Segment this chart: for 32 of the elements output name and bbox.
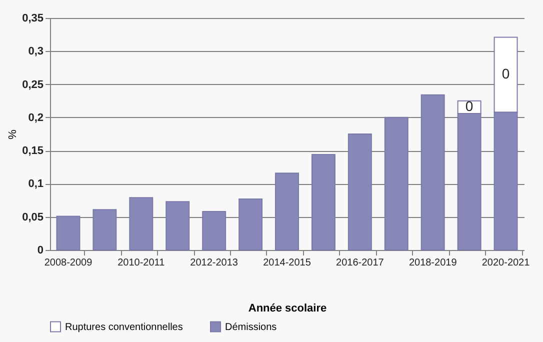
- x-tick-label: 2008-2009: [44, 258, 93, 268]
- data-label: 0: [465, 98, 474, 114]
- y-axis-title: %: [7, 129, 20, 140]
- y-tick-label: 0,3: [28, 46, 44, 58]
- bar: [311, 154, 336, 250]
- bar: [420, 94, 445, 250]
- bar: [202, 211, 226, 250]
- bar: [348, 134, 372, 250]
- x-tick-label: 2010-2011: [118, 258, 166, 268]
- x-tick-label: 2020-2021: [482, 258, 530, 268]
- y-tick-label: 0,35: [22, 12, 44, 24]
- bar: [166, 201, 190, 250]
- legend-label: Démissions: [225, 322, 277, 333]
- y-tick-label: 0,15: [22, 145, 44, 158]
- x-tick-label: 2012-2013: [190, 258, 238, 268]
- y-tick-label: 0,05: [22, 211, 44, 224]
- x-tick-label: 2018-2019: [408, 258, 458, 268]
- data-label: 0: [502, 66, 510, 82]
- legend-label: Ruptures conventionnelles: [65, 322, 183, 333]
- bar: [238, 198, 263, 250]
- bar: [275, 172, 299, 250]
- bar: [129, 197, 154, 250]
- x-tick-label: 2016-2017: [336, 258, 384, 268]
- y-tick-label: 0: [37, 244, 44, 256]
- bar: [56, 216, 80, 250]
- y-tick-label: 0,25: [22, 78, 44, 91]
- x-axis-title: Année scolaire: [248, 302, 327, 314]
- y-tick-label: 0,2: [28, 112, 44, 124]
- y-tick-label: 0,1: [28, 178, 44, 190]
- x-tick-label: 2014-2015: [263, 258, 312, 268]
- bar: [92, 209, 117, 250]
- bar: [384, 116, 408, 250]
